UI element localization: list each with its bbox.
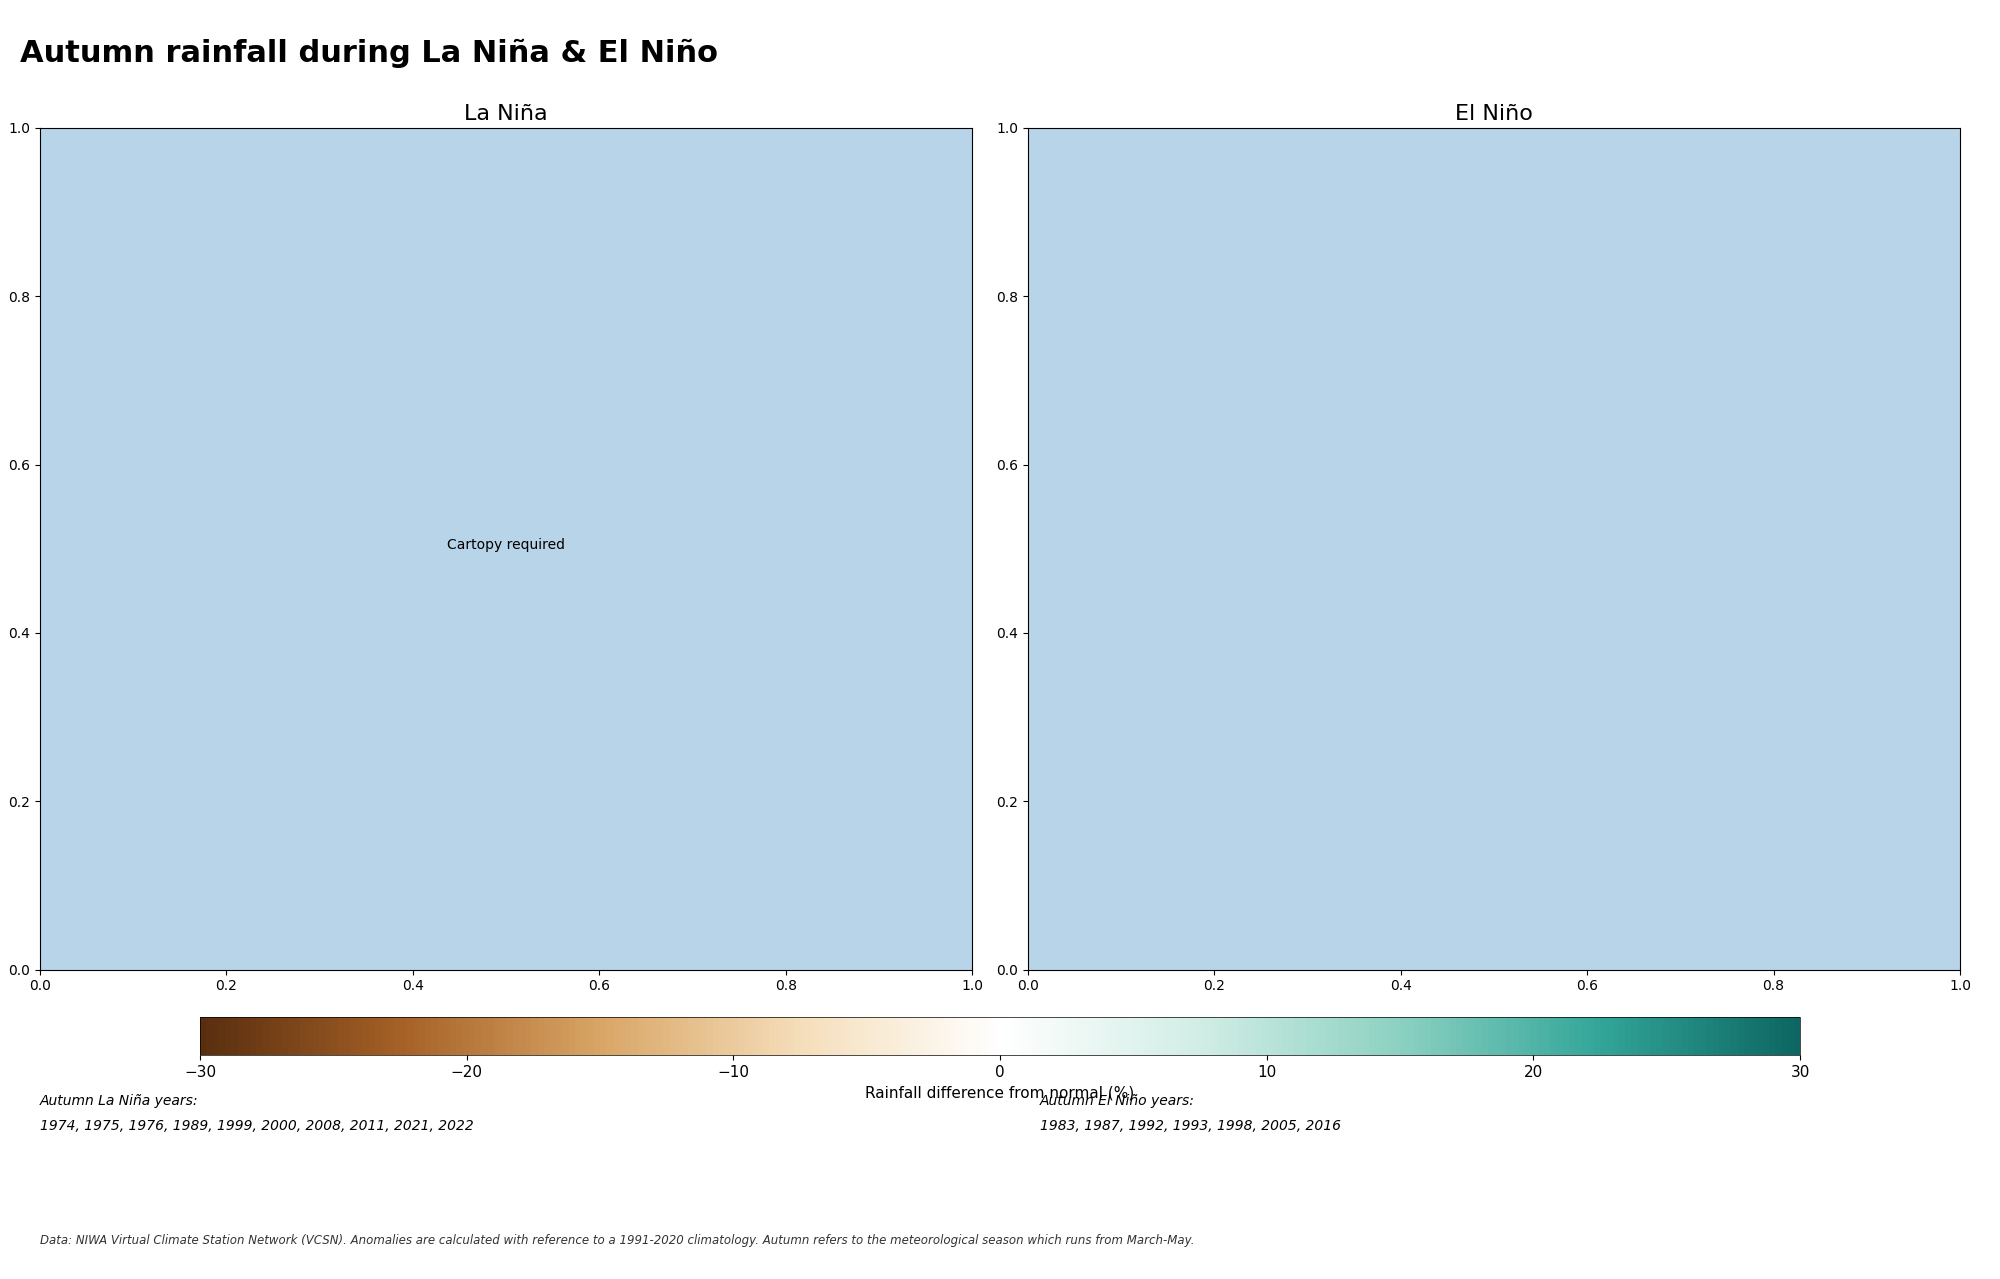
- Title: La Niña: La Niña: [464, 104, 548, 124]
- Text: Autumn La Niña years:: Autumn La Niña years:: [40, 1094, 198, 1108]
- Text: Autumn rainfall during La Niña & El Niño: Autumn rainfall during La Niña & El Niño: [20, 38, 718, 68]
- X-axis label: Rainfall difference from normal (%): Rainfall difference from normal (%): [866, 1086, 1134, 1100]
- Text: Data: NIWA Virtual Climate Station Network (VCSN). Anomalies are calculated with: Data: NIWA Virtual Climate Station Netwo…: [40, 1234, 1194, 1247]
- Title: El Niño: El Niño: [1456, 104, 1532, 124]
- Text: 1974, 1975, 1976, 1989, 1999, 2000, 2008, 2011, 2021, 2022: 1974, 1975, 1976, 1989, 1999, 2000, 2008…: [40, 1119, 474, 1133]
- Text: 1983, 1987, 1992, 1993, 1998, 2005, 2016: 1983, 1987, 1992, 1993, 1998, 2005, 2016: [1040, 1119, 1340, 1133]
- Text: Cartopy required: Cartopy required: [448, 537, 566, 551]
- Text: Autumn El Niño years:: Autumn El Niño years:: [1040, 1094, 1194, 1108]
